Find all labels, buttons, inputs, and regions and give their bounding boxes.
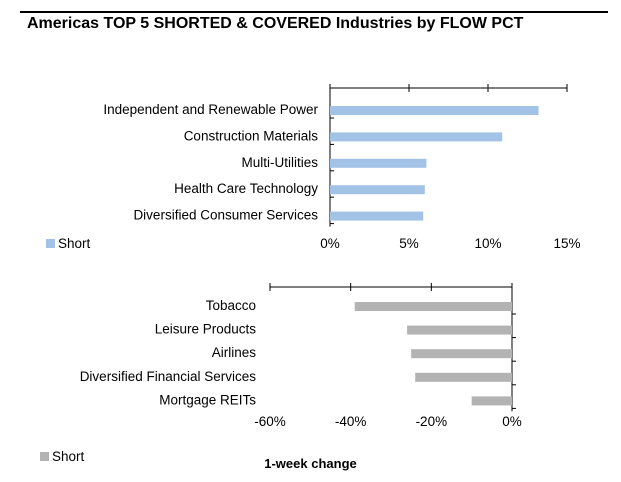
bottom-bar: [471, 396, 512, 406]
top-bar: [330, 132, 503, 142]
top-x-tick-label: 15%: [553, 236, 580, 251]
top-bar: [330, 158, 427, 168]
top-category-label: Health Care Technology: [174, 181, 318, 196]
bottom-x-tick-label: -20%: [416, 414, 448, 429]
bottom-category-label: Diversified Financial Services: [80, 369, 257, 384]
bottom-legend-swatch: [40, 452, 49, 461]
top-category-label: Independent and Renewable Power: [103, 102, 318, 117]
top-x-tick-label: 10%: [474, 236, 501, 251]
top-category-label: Construction Materials: [184, 128, 319, 143]
bottom-x-tick-label: -60%: [254, 414, 286, 429]
footer-label: 1-week change: [264, 456, 357, 471]
top-category-label: Multi-Utilities: [241, 155, 318, 170]
top-legend-label: Short: [58, 236, 91, 251]
bottom-bar: [407, 325, 512, 335]
top-legend-swatch: [46, 239, 55, 248]
bottom-x-tick-label: 0%: [502, 414, 522, 429]
bottom-category-label: Tobacco: [206, 298, 256, 313]
top-bar: [330, 185, 425, 195]
title-rule: [20, 11, 608, 13]
bottom-x-tick-label: -40%: [335, 414, 367, 429]
top-bar: [330, 106, 539, 115]
bottom-bar: [411, 349, 512, 359]
top-x-tick-label: 0%: [320, 236, 340, 251]
bottom-category-label: Airlines: [212, 345, 257, 360]
bottom-bar: [415, 372, 512, 382]
top-bar: [330, 211, 424, 221]
bottom-bar: [354, 302, 512, 311]
chart-title: Americas TOP 5 SHORTED & COVERED Industr…: [27, 15, 524, 32]
top-category-label: Diversified Consumer Services: [133, 208, 318, 223]
bottom-legend-label: Short: [52, 449, 85, 464]
top-x-tick-label: 5%: [399, 236, 419, 251]
bottom-category-label: Mortgage REITs: [159, 392, 256, 407]
bottom-category-label: Leisure Products: [155, 322, 257, 337]
